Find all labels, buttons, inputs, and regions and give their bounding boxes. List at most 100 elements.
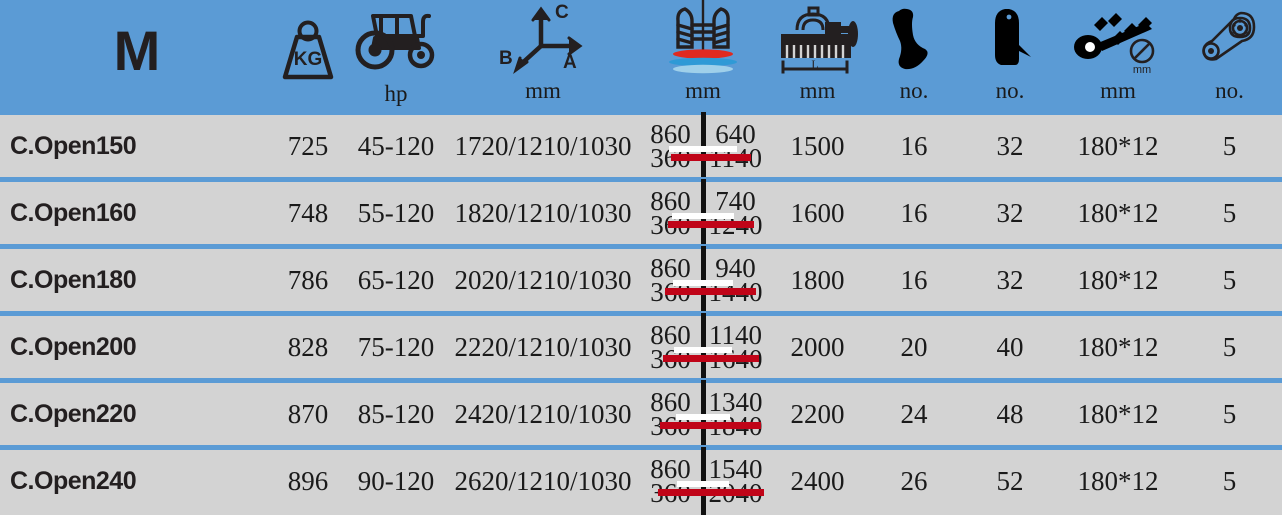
offset-white-bar [675,414,731,420]
cell-offset-quadrant: 8609403601440 [638,246,768,314]
cell-model: C.Open180 [10,265,137,294]
cell-model: C.Open160 [10,198,137,227]
cell-power: 85-120 [357,398,435,429]
cell-belts: 5 [1222,398,1237,429]
offset-white-bar [677,481,729,487]
knife-blade-icon [983,7,1037,73]
header-cell-knives: no. [961,0,1059,110]
offset-red-bar [670,154,752,161]
table-header: M KG [0,0,1282,110]
cell-model: C.Open220 [10,399,137,428]
cell-hammers: 24 [900,398,928,429]
cell-rotor: 180*12 [1077,398,1159,429]
cell-model: C.Open240 [10,466,137,495]
cell-power: 45-120 [357,130,435,161]
cell-hammers: 16 [900,264,928,295]
cell-work-width: 1500 [790,130,845,161]
cell-work-width: 2400 [790,465,845,496]
cell-dimensions: 2620/1210/1030 [454,465,632,496]
kg-weight-icon: KG [280,20,336,82]
header-unit-knives: no. [995,78,1025,103]
header-unit-rotor: mm [1100,78,1136,103]
table-body: C.Open15072545-1201720/1210/103086064036… [0,110,1282,515]
offset-top-left: 860 [650,320,691,350]
offset-top-right: 940 [715,253,756,283]
cell-work-width: 1800 [790,264,845,295]
header-cell-rotor: mm mm [1059,0,1177,110]
hammer-blade-icon [885,7,943,73]
cell-dimensions: 1720/1210/1030 [454,130,632,161]
offset-top-right: 640 [715,119,756,149]
cell-knives: 40 [996,331,1024,362]
svg-text:L: L [811,57,818,71]
cell-rotor: 180*12 [1077,130,1159,161]
header-unit-offset: mm [685,78,721,103]
table-row: C.Open16074855-1201820/1210/103086074036… [0,177,1282,247]
hitch-offset-icon [655,0,751,79]
svg-text:A: A [563,52,577,73]
header-unit-work-width: mm [799,78,836,103]
offset-top-left: 860 [650,253,691,283]
cell-model: C.Open150 [10,131,137,160]
cell-offset-quadrant: 86013403601840 [638,380,768,448]
svg-text:mm: mm [1133,64,1151,76]
rotor-shaft-icon: mm [1068,3,1168,77]
cell-offset-quadrant: 86015403602040 [638,447,768,515]
cell-dimensions: 2420/1210/1030 [454,398,632,429]
offset-red-bar [657,489,765,496]
svg-text:C: C [555,2,569,23]
cell-power: 75-120 [357,331,435,362]
cell-knives: 32 [996,130,1024,161]
header-cell-model: M [0,0,272,110]
cell-offset-quadrant: 86011403601640 [638,313,768,381]
cell-weight: 748 [287,197,329,228]
cell-weight: 828 [287,331,329,362]
header-cell-weight: KG [272,0,344,110]
mulcher-icon: L [773,4,863,76]
cell-belts: 5 [1222,264,1237,295]
cell-rotor: 180*12 [1077,197,1159,228]
cell-weight: 786 [287,264,329,295]
header-unit-dimensions: mm [525,78,561,103]
cell-belts: 5 [1222,331,1237,362]
offset-top-left: 860 [650,119,691,149]
svg-text:B: B [499,48,513,69]
cell-knives: 48 [996,398,1024,429]
cell-rotor: 180*12 [1077,264,1159,295]
cell-dimensions: 2020/1210/1030 [454,264,632,295]
cell-power: 65-120 [357,264,435,295]
offset-top-right: 740 [715,186,756,216]
belt-pulley-icon [1194,7,1266,73]
offset-top-right: 1140 [709,320,762,350]
cell-hammers: 16 [900,130,928,161]
cell-knives: 52 [996,465,1024,496]
cell-work-width: 2000 [790,331,845,362]
cell-dimensions: 2220/1210/1030 [454,331,632,362]
offset-red-bar [660,422,762,429]
table-row: C.Open15072545-1201720/1210/103086064036… [0,110,1282,180]
table-row: C.Open20082875-1202220/1210/103086011403… [0,311,1282,381]
cell-rotor: 180*12 [1077,331,1159,362]
cell-dimensions: 1820/1210/1030 [454,197,632,228]
table-row: C.Open220 870 85-120 2420/1210/103086013403… [0,378,1282,448]
header-unit-belts: no. [1215,78,1244,103]
cell-hammers: 20 [900,331,928,362]
table-row: C.Open18078665-1202020/1210/103086094036… [0,244,1282,314]
cell-weight: 725 [287,130,329,161]
offset-top-right: 1340 [708,387,763,417]
offset-top-left: 860 [650,454,691,484]
m-logo: M [113,19,161,82]
cell-weight: 896 [287,465,329,496]
header-cell-hammers: no. [867,0,961,110]
offset-top-left: 860 [650,186,691,216]
header-cell-dimensions: C A B mm [448,0,638,110]
svg-text:KG: KG [294,49,323,70]
cell-model: C.Open200 [10,332,137,361]
cell-weight: 870 [287,398,329,429]
cell-knives: 32 [996,197,1024,228]
cell-offset-quadrant: 8606403601140 [638,112,768,180]
cell-power: 90-120 [357,465,435,496]
axis-abc-icon: C A B [497,2,589,76]
cell-belts: 5 [1222,465,1237,496]
